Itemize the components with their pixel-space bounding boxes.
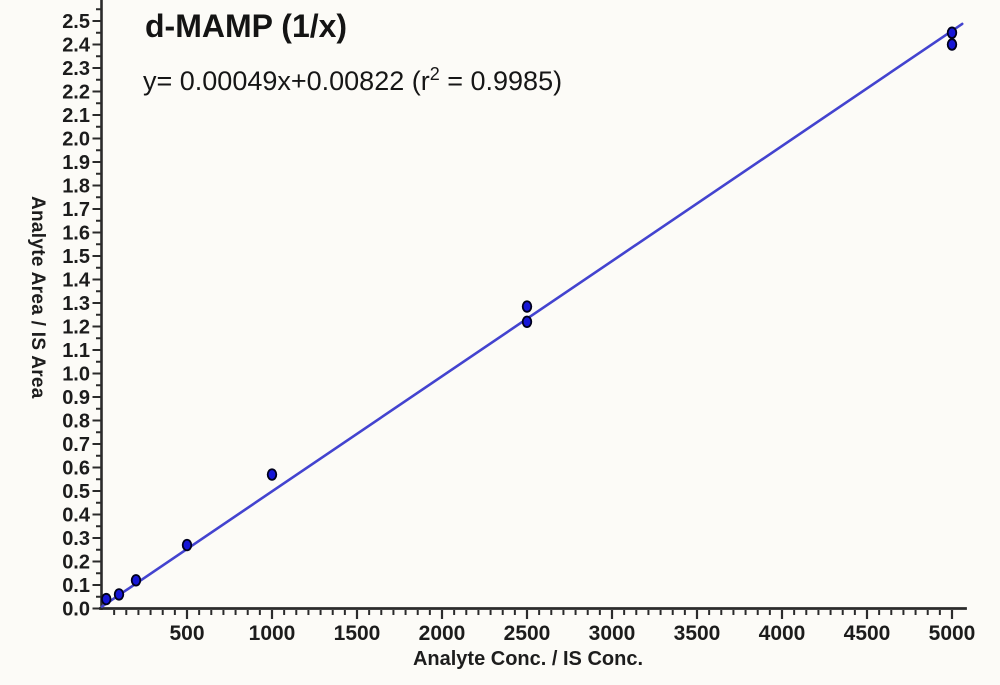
data-point: [101, 592, 112, 606]
y-tick-label: 0.2: [62, 552, 90, 574]
x-tick-label: 3000: [589, 622, 636, 645]
y-tick-label: 2.4: [62, 35, 91, 57]
y-tick-label: 0.6: [62, 458, 90, 480]
x-tick-label: 4000: [759, 622, 806, 645]
y-tick-label: 2.0: [62, 129, 90, 151]
x-tick-label: 2500: [504, 622, 551, 645]
data-point: [521, 315, 533, 329]
x-tick-label: 1500: [334, 622, 381, 645]
x-tick-label: 500: [169, 622, 204, 645]
y-tick-label: 0.3: [62, 528, 90, 550]
data-point: [266, 468, 278, 481]
calibration-line: [100, 22, 964, 608]
y-tick-label: 0.5: [62, 481, 90, 503]
x-axis-title: Analyte Conc. / IS Conc.: [412, 648, 644, 670]
data-point: [181, 538, 193, 552]
y-tick-label: 2.2: [62, 82, 90, 104]
y-tick-label: 0.4: [62, 505, 91, 527]
x-tick-label: 5000: [929, 622, 976, 645]
chart-title: d-MAMP (1/x): [145, 8, 348, 44]
data-point: [130, 574, 142, 587]
data-point: [946, 26, 958, 39]
y-tick-label: 0.7: [62, 434, 90, 456]
data-point: [113, 588, 125, 601]
y-tick-label: 2.5: [62, 11, 90, 33]
y-tick-label: 0.9: [62, 387, 90, 409]
y-tick-label: 1.3: [62, 293, 90, 315]
x-tick-label: 4500: [844, 622, 891, 645]
y-tick-label: 1.4: [62, 270, 91, 292]
y-tick-label: 1.7: [62, 199, 90, 221]
data-point: [946, 38, 958, 51]
y-tick-label: 1.6: [62, 223, 90, 245]
y-tick-label: 1.8: [62, 176, 90, 198]
equation-prefix: y= 0.00049x+0.00822 (r: [143, 66, 430, 96]
y-tick-label: 1.9: [62, 152, 90, 174]
x-tick-label: 3500: [674, 622, 721, 645]
y-tick-label: 0.0: [62, 599, 90, 621]
x-tick-label: 2000: [419, 622, 466, 645]
data-point: [521, 300, 533, 313]
y-tick-label: 0.8: [62, 411, 90, 433]
x-tick-label: 1000: [249, 622, 296, 645]
y-tick-label: 1.2: [62, 317, 90, 339]
y-tick-label: 1.5: [62, 246, 90, 268]
equation-superscript: 2: [429, 64, 440, 84]
y-tick-label: 1.0: [62, 364, 90, 386]
fit-equation: y= 0.00049x+0.00822 (r2 = 0.9985): [143, 64, 562, 97]
y-tick-label: 1.1: [62, 340, 90, 362]
y-axis-title: Analyte Area / IS Area: [27, 196, 48, 399]
y-tick-label: 2.3: [62, 58, 90, 80]
y-tick-label: 2.1: [62, 105, 90, 127]
equation-suffix: = 0.9985): [439, 66, 563, 96]
y-tick-label: 0.1: [62, 575, 90, 597]
